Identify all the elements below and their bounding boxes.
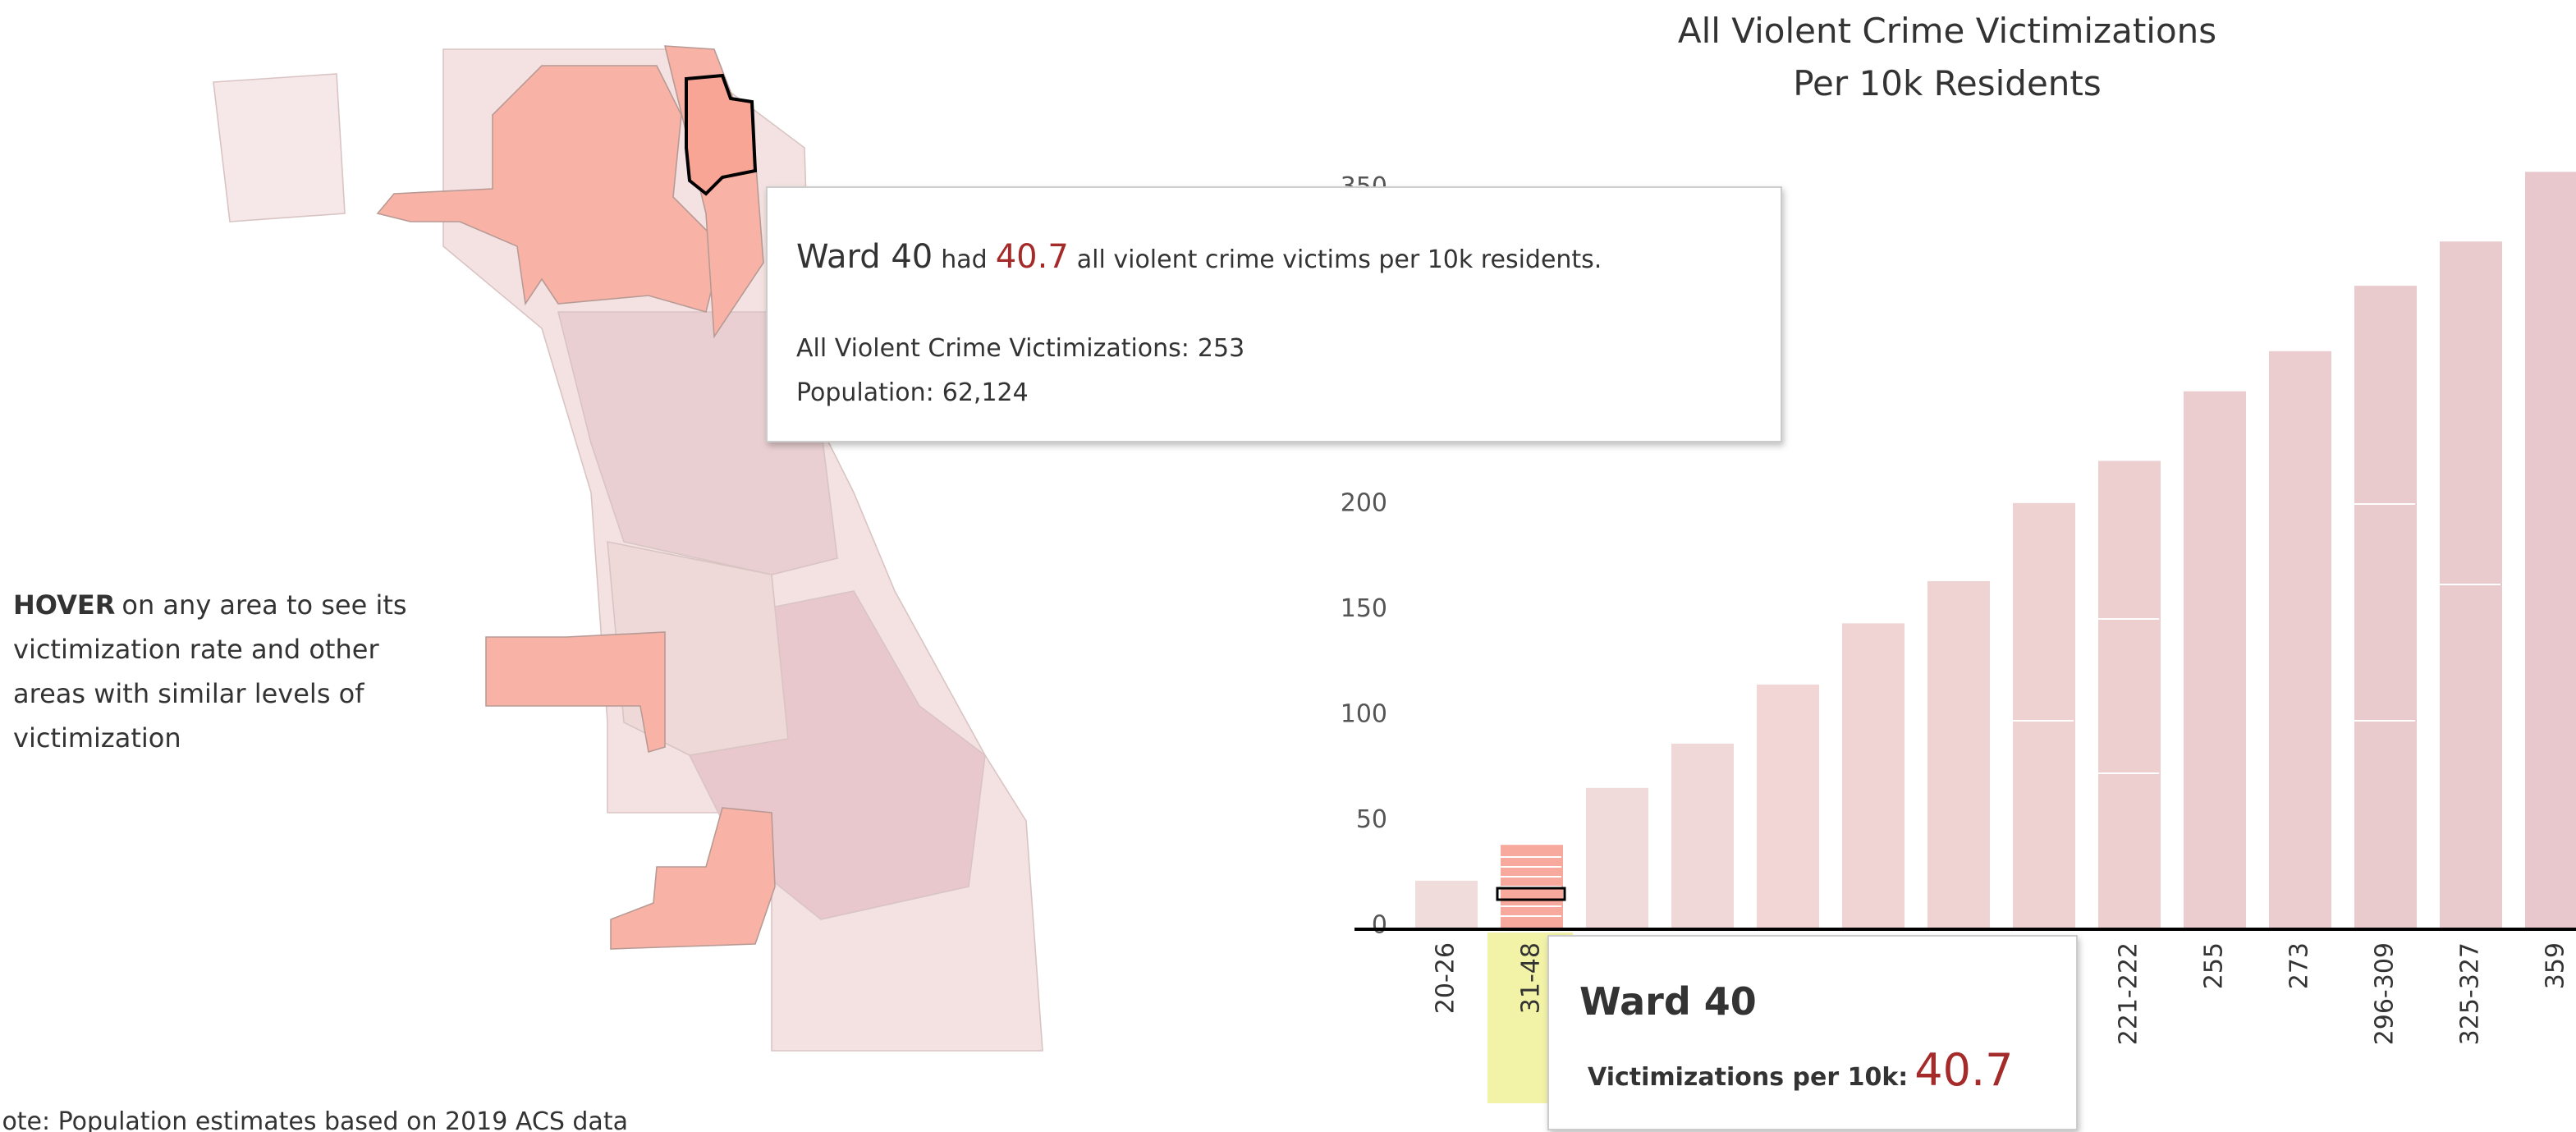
segment-lines [1499, 503, 2500, 917]
bar [2269, 351, 2331, 929]
x-tick-label: 20-26 [1432, 942, 1460, 1014]
chart-title: All Violent Crime Victimizations [1678, 11, 2216, 51]
bar [2184, 391, 2246, 929]
bar [1586, 787, 1648, 929]
x-tick-label: 359 [2542, 942, 2570, 989]
x-tick-label: 255 [2200, 942, 2229, 989]
value: 62,124 [942, 378, 1029, 407]
rate: 40.7 [1914, 1044, 2013, 1096]
hover-line: on any area to see its [121, 589, 406, 621]
map-tooltip: Ward 40 had 40.7 all violent crime victims … [766, 186, 1782, 442]
tooltip-line: Population: 62,124 [796, 378, 1029, 407]
bars [1415, 172, 2576, 929]
bar [1415, 880, 1478, 929]
y-tick-label: 150 [1341, 594, 1387, 623]
hover-line: areas with similar levels of [13, 678, 364, 709]
label: Population: [796, 378, 934, 407]
bar [2013, 502, 2075, 929]
x-tick-label: 325-327 [2456, 942, 2485, 1045]
bar [1671, 743, 1734, 929]
x-tick-label: 31-48 [1517, 942, 1546, 1014]
chart-title: Per 10k Residents [1793, 63, 2102, 103]
bar [2525, 172, 2576, 929]
value: 253 [1198, 334, 1244, 363]
bar [1927, 580, 1990, 929]
tooltip-headline: Ward 40 had 40.7 all violent crime victims … [796, 238, 1602, 276]
x-tick-label: 296-309 [2371, 942, 2400, 1045]
hover-line: victimization [13, 722, 181, 754]
x-tick-label: 221-222 [2115, 942, 2143, 1045]
y-tick-label: 100 [1341, 700, 1387, 729]
rate: 40.7 [996, 238, 1069, 276]
label: Victimizations per 10k: [1588, 1063, 1908, 1092]
selected-segment [1496, 887, 1566, 901]
y-tick-label: 200 [1341, 489, 1387, 518]
bar [2098, 461, 2161, 929]
tooltip-line: All Violent Crime Victimizations: 253 [796, 334, 1244, 363]
hover-instructions: HOVER on any area to see its victimization… [13, 589, 407, 754]
label: All Violent Crime Victimizations: [796, 334, 1189, 363]
hover-lead: HOVER [13, 589, 115, 621]
had: had [941, 245, 987, 274]
bar [1842, 623, 1904, 929]
tooltip-line: Victimizations per 10k: 40.7 [1588, 1044, 2014, 1096]
rest: all violent crime victims per 10k reside… [1077, 245, 1602, 274]
note: Note: Population estimates based on 2019… [0, 1107, 628, 1132]
bar [2354, 286, 2417, 929]
y-tick-label: 0 [1372, 911, 1387, 940]
hover-line: victimization rate and other [13, 634, 379, 665]
tooltip-box [766, 186, 1782, 442]
ward: Ward 40 [796, 238, 933, 276]
ward: Ward 40 [1579, 979, 1757, 1024]
bar-tooltip: Ward 40 Victimizations per 10k: 40.7 [1547, 935, 2078, 1130]
bar [1757, 684, 1819, 929]
bar [2440, 241, 2502, 929]
x-tick-label: 273 [2285, 942, 2314, 989]
y-tick-label: 50 [1356, 805, 1387, 834]
tooltip-box [1547, 935, 2078, 1130]
